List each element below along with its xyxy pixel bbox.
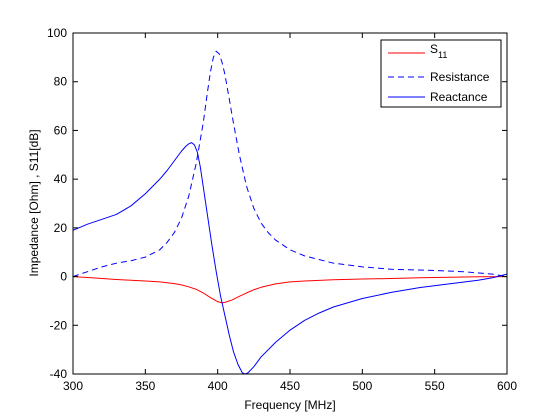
y-tick-label: 60 bbox=[54, 123, 68, 137]
legend-label-s11-sub: 11 bbox=[438, 50, 447, 60]
y-tick-label: 0 bbox=[60, 270, 67, 284]
y-axis-label: Impedance [Ohm] , S11[dB] bbox=[27, 129, 41, 276]
x-tick-label: 400 bbox=[208, 379, 228, 393]
x-axis: 300 350 400 450 500 550 600 bbox=[63, 33, 517, 393]
y-tick-label: 80 bbox=[54, 75, 68, 89]
x-tick-label: 450 bbox=[280, 379, 300, 393]
series-line-resistance bbox=[73, 50, 507, 278]
legend-label-resistance: Resistance bbox=[430, 70, 490, 84]
y-tick-label: -40 bbox=[50, 367, 68, 381]
x-tick-label: 500 bbox=[352, 379, 372, 393]
legend-label-s11: S11 bbox=[430, 42, 447, 60]
x-tick-label: 600 bbox=[497, 379, 517, 393]
series-line-reactance bbox=[73, 142, 507, 374]
legend: S11 Resistance Reactance bbox=[380, 39, 502, 108]
legend-label-reactance: Reactance bbox=[430, 90, 488, 104]
legend-label-s11-main: S bbox=[430, 42, 438, 56]
y-axis: -40 -20 0 20 40 60 80 100 bbox=[47, 26, 507, 381]
x-axis-label: Frequency [MHz] bbox=[244, 398, 335, 412]
x-tick-label: 350 bbox=[135, 379, 155, 393]
y-tick-label: 20 bbox=[54, 221, 68, 235]
x-tick-label: 550 bbox=[425, 379, 445, 393]
y-tick-label: 40 bbox=[54, 172, 68, 186]
y-tick-label: -20 bbox=[50, 318, 68, 332]
x-tick-label: 300 bbox=[63, 379, 83, 393]
series-layer bbox=[73, 50, 507, 374]
legend-box bbox=[380, 39, 502, 108]
series-line-s11 bbox=[73, 276, 507, 304]
y-tick-label: 100 bbox=[47, 26, 67, 40]
